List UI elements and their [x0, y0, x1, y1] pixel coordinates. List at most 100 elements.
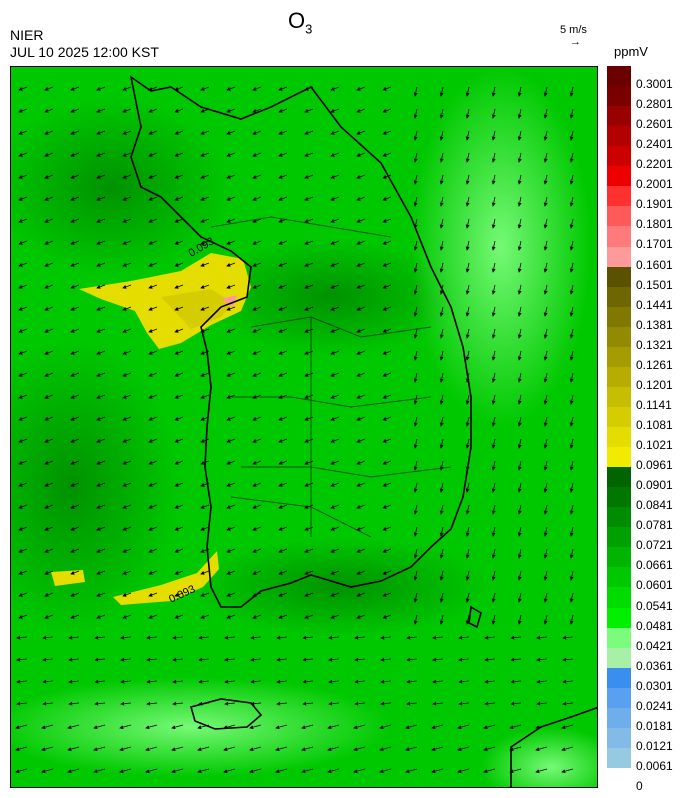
wind-arrow [96, 306, 106, 311]
wind-arrow [465, 108, 470, 119]
province-borders [210, 216, 452, 538]
wind-arrow [198, 701, 210, 706]
legend-label: 0.0661 [636, 558, 673, 573]
wind-arrow [252, 504, 262, 509]
wind-arrow [517, 504, 522, 515]
wind-arrow [148, 416, 158, 421]
wind-arrow [148, 262, 158, 267]
wind-arrow [330, 394, 340, 399]
wind-arrow [304, 482, 314, 487]
wind-arrow [304, 130, 314, 135]
wind-arrow [252, 438, 262, 443]
wind-arrow [148, 504, 158, 509]
wind-arrow [44, 504, 54, 509]
wind-arrow [569, 416, 574, 427]
wind-arrow [174, 460, 184, 465]
wind-arrow [96, 460, 106, 465]
wind-arrow [439, 438, 444, 449]
wind-arrow [330, 262, 340, 267]
wind-arrow [252, 284, 262, 289]
wind-arrow [382, 548, 392, 553]
wind-arrow [174, 262, 184, 267]
wind-arrow [226, 218, 236, 223]
wind-arrow [354, 635, 366, 640]
wind-arrow [15, 746, 28, 752]
wind-arrow [18, 350, 28, 355]
wind-arrow [18, 548, 28, 553]
wind-arrow [330, 592, 340, 597]
wind-arrow [304, 504, 314, 509]
wind-arrow [226, 482, 236, 487]
wind-arrow [304, 372, 314, 377]
wind-arrow [382, 570, 392, 575]
wind-arrow [543, 570, 548, 581]
legend-label: 0.1601 [636, 257, 673, 272]
wind-arrow [226, 152, 236, 157]
wind-arrow [413, 416, 418, 427]
wind-arrow [327, 724, 340, 730]
wind-arrow [44, 570, 54, 575]
legend-swatch [607, 226, 631, 247]
wind-arrow [94, 657, 106, 662]
wind-arrow [561, 768, 574, 774]
wind-arrow [509, 768, 522, 774]
wind-arrow [356, 130, 366, 135]
wind-arrow [330, 108, 340, 113]
wind-arrow [252, 174, 262, 179]
wind-arrow [148, 240, 158, 245]
wind-arrow [70, 570, 80, 575]
wind-arrow [432, 635, 444, 640]
wind-arrow [278, 416, 288, 421]
wind-arrow [382, 592, 392, 597]
wind-arrow [252, 130, 262, 135]
wind-arrow [200, 240, 210, 245]
wind-arrow [413, 262, 418, 273]
wind-arrow [44, 152, 54, 157]
wind-arrow [18, 130, 28, 135]
wind-arrow [226, 570, 236, 575]
wind-arrow [304, 86, 314, 91]
legend-swatch [607, 166, 631, 187]
wind-arrow [119, 724, 132, 730]
wind-arrow [200, 394, 210, 399]
wind-arrow [200, 306, 210, 311]
source-block: NIER JUL 10 2025 12:00 KST [10, 27, 159, 61]
wind-arrow [278, 548, 288, 553]
wind-arrow [252, 108, 262, 113]
wind-scale-arrow-icon: → [570, 36, 581, 48]
wind-arrow [458, 701, 470, 706]
legend-label: 0.0781 [636, 518, 673, 533]
wind-arrow [96, 196, 106, 201]
wind-arrow [174, 372, 184, 377]
wind-arrow [543, 372, 548, 383]
wind-arrow [96, 218, 106, 223]
wind-arrow [200, 86, 210, 91]
wind-arrow [509, 746, 522, 752]
wind-arrow [458, 635, 470, 640]
wind-arrow [67, 724, 80, 730]
wind-arrow [145, 768, 158, 774]
wind-arrow [380, 635, 392, 640]
wind-arrow [491, 86, 496, 97]
wind-arrow [543, 306, 548, 317]
wind-arrow [405, 746, 418, 752]
wind-arrow [491, 350, 496, 361]
wind-arrow [569, 328, 574, 339]
legend-swatch [607, 527, 631, 548]
wind-arrow [252, 570, 262, 575]
wind-arrow [226, 174, 236, 179]
wind-arrow [562, 679, 574, 684]
wind-arrow [330, 152, 340, 157]
wind-arrow [70, 416, 80, 421]
wind-arrow [304, 526, 314, 531]
wind-arrow [122, 416, 132, 421]
wind-arrow [457, 768, 470, 774]
wind-arrow [569, 482, 574, 493]
wind-arrow [543, 438, 548, 449]
wind-arrow [96, 328, 106, 333]
wind-arrow [543, 328, 548, 339]
wind-arrow [491, 592, 496, 603]
wind-arrow [439, 86, 444, 97]
legend-swatch [607, 607, 631, 629]
wind-arrow [439, 108, 444, 119]
